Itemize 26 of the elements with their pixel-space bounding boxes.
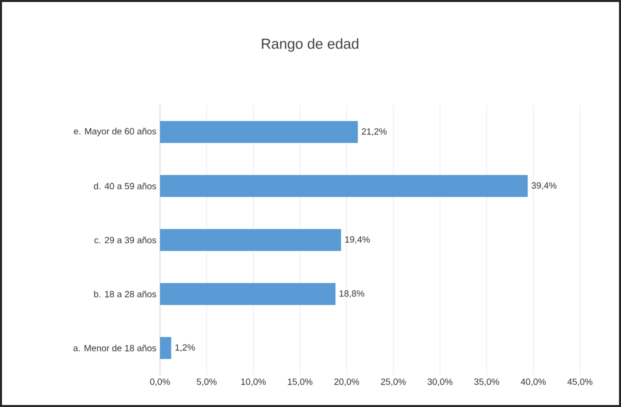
bar (160, 337, 172, 359)
x-tick-label: 25,0% (381, 378, 406, 386)
x-tick-label: 15,0% (288, 378, 312, 386)
y-tick-label: d. 40 a 59 años (94, 182, 156, 190)
data-label: 19,4% (345, 236, 370, 244)
x-tick-label: 35,0% (474, 378, 500, 386)
x-tick-label: 45,0% (567, 378, 592, 386)
data-label: 21,2% (362, 128, 387, 136)
x-tick-label: 20,0% (334, 378, 360, 386)
bar (160, 229, 342, 251)
chart-title: Rango de edad (262, 38, 358, 52)
data-label: 39,4% (532, 182, 556, 190)
x-tick-label: 10,0% (241, 378, 266, 386)
y-tick-label: c. 29 a 39 años (94, 236, 156, 244)
x-tick-label: 0,0% (150, 378, 170, 386)
data-label: 18,8% (340, 290, 364, 298)
y-tick-label: a. Menor de 18 años (73, 344, 156, 352)
bar (160, 121, 358, 143)
data-label: 1,2% (175, 344, 195, 352)
x-tick-label: 40,0% (520, 378, 546, 386)
y-tick-label: b. 18 a 28 años (94, 290, 156, 298)
bar (160, 175, 528, 197)
bar (160, 283, 336, 305)
x-tick-label: 5,0% (196, 378, 217, 386)
x-tick-label: 30,0% (428, 378, 452, 386)
y-tick-label: e. Mayor de 60 años (74, 128, 156, 136)
